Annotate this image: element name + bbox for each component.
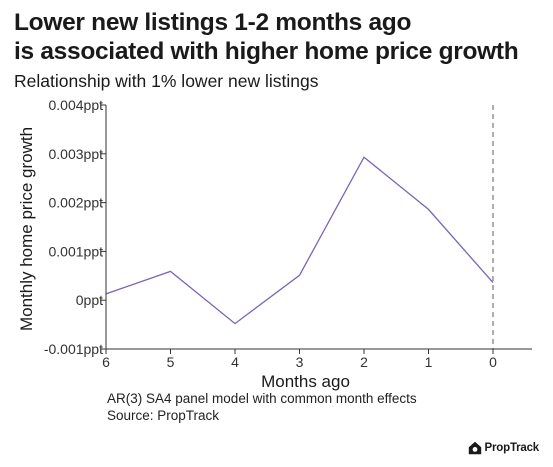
y-axis-ticks: -0.001ppt 0ppt 0.001ppt 0.002ppt 0.003ppt 0.0…: [44, 97, 106, 357]
x-tick-label: 2: [360, 354, 368, 370]
x-tick-label: 0: [489, 354, 497, 370]
series-line: [105, 156, 494, 325]
y-tick-label: 0.003ppt: [49, 146, 104, 162]
y-tick-label: 0.004ppt: [49, 97, 104, 113]
y-tick-label: 0ppt: [76, 292, 103, 308]
x-tick-label: 6: [102, 354, 110, 370]
chart-subtitle: Relationship with 1% lower new listings: [14, 71, 319, 91]
chart-title-line-2: is associated with higher home price gro…: [14, 38, 519, 65]
x-tick-label: 1: [425, 354, 433, 370]
x-tick-label: 3: [296, 354, 304, 370]
footnote-model: AR(3) SA4 panel model with common month …: [107, 391, 417, 406]
chart-title: Lower new listings 1-2 months ago is ass…: [14, 8, 544, 66]
y-tick-label: -0.001ppt: [44, 341, 103, 357]
x-axis-ticks: 6 5 4 3 2 1 0: [102, 349, 497, 370]
brand-logo: PropTrack: [468, 441, 539, 455]
x-axis-label: Months ago: [261, 372, 350, 391]
y-tick-label: 0.001ppt: [49, 243, 104, 259]
x-tick-label: 4: [231, 354, 239, 370]
chart-title-line-1: Lower new listings 1-2 months ago: [14, 9, 412, 36]
brand-name: PropTrack: [484, 442, 540, 454]
x-tick-label: 5: [167, 354, 175, 370]
y-axis-label: Monthly home price growth: [17, 127, 36, 331]
footnote-source: Source: PropTrack: [107, 408, 220, 423]
y-tick-label: 0.002ppt: [49, 195, 104, 211]
house-logo-icon: [468, 441, 481, 455]
